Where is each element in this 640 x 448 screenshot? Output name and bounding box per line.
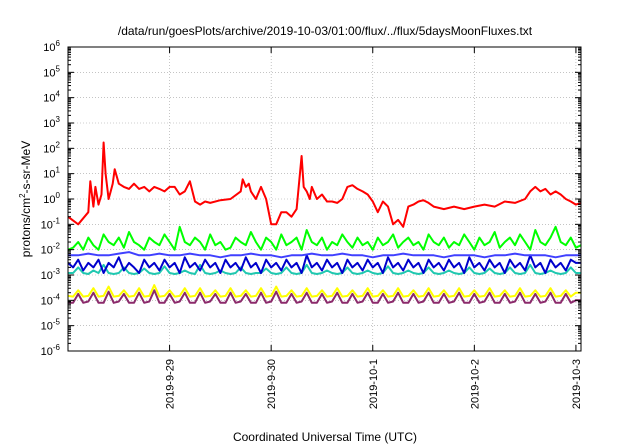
y-tick-exp: 3 [56,115,61,124]
x-tick-label: 2019-9-30 [266,359,278,409]
y-tick-exp: -1 [53,216,61,225]
y-axis-label-sup: 2 [18,193,27,198]
x-tick-label: 2019-10-2 [469,359,481,409]
y-tick-exp: -6 [53,343,61,352]
y-tick-exp: -2 [53,242,61,251]
x-axis-label: Coordinated Universal Time (UTC) [233,430,417,444]
y-tick-base: 10 [43,118,55,130]
y-tick-base: 10 [41,295,53,307]
y-tick-exp: 0 [56,191,61,200]
y-tick-label: 10-4 [41,292,61,307]
y-tick-exp: -4 [53,292,61,301]
series-line-1 [68,225,581,251]
y-tick-base: 10 [41,321,53,333]
y-tick-base: 10 [43,169,55,181]
y-tick-exp: -3 [53,267,61,276]
y-tick-base: 10 [43,194,55,206]
y-tick-label: 102 [43,140,60,155]
y-tick-label: 106 [43,39,60,54]
x-axis: 2019-9-29 2019-9-30 2019-10-1 2019-10-2 2019… [165,47,583,409]
y-axis: 10610510410310210110010-110-210-310-410-… [41,39,581,358]
y-tick-label: 104 [43,90,60,105]
y-tick-exp: 6 [56,39,61,48]
y-tick-label: 10-3 [41,267,61,282]
series-line-5 [68,284,581,298]
y-axis-label: protons/cm2-s-sr-MeV [18,141,33,257]
series-line-6 [68,289,581,304]
x-tick-label: 2019-9-29 [165,359,177,409]
y-tick-base: 10 [43,93,55,105]
y-tick-label: 10-6 [41,343,61,358]
y-axis-label-rest: -s-sr-MeV [19,141,33,194]
y-tick-label: 10-2 [41,242,61,257]
y-tick-exp: -5 [53,318,61,327]
y-tick-label: 10-5 [41,318,61,333]
y-tick-base: 10 [41,219,53,231]
y-tick-exp: 5 [56,64,61,73]
y-tick-label: 101 [43,166,60,181]
y-tick-label: 100 [43,191,60,206]
y-tick-base: 10 [43,42,55,54]
series-line-3 [68,254,581,274]
chart-title: /data/run/goesPlots/archive/2019-10-03/0… [118,24,533,38]
y-tick-base: 10 [41,346,53,358]
y-tick-base: 10 [41,245,53,257]
y-tick-base: 10 [43,67,55,79]
y-tick-label: 105 [43,64,60,79]
series-line-0 [68,141,581,228]
y-tick-label: 10-1 [41,216,61,231]
y-tick-exp: 1 [56,166,61,175]
series-layer [68,141,581,304]
x-tick-label: 2019-10-3 [571,359,583,409]
series-line-2 [68,251,581,259]
y-tick-exp: 2 [56,140,61,149]
y-tick-exp: 4 [56,90,61,99]
series-line-4 [68,263,581,275]
y-tick-label: 103 [43,115,60,130]
y-tick-base: 10 [41,270,53,282]
x-tick-label: 2019-10-1 [368,359,380,409]
y-axis-label-base: protons/cm [19,198,33,257]
y-tick-base: 10 [43,143,55,155]
